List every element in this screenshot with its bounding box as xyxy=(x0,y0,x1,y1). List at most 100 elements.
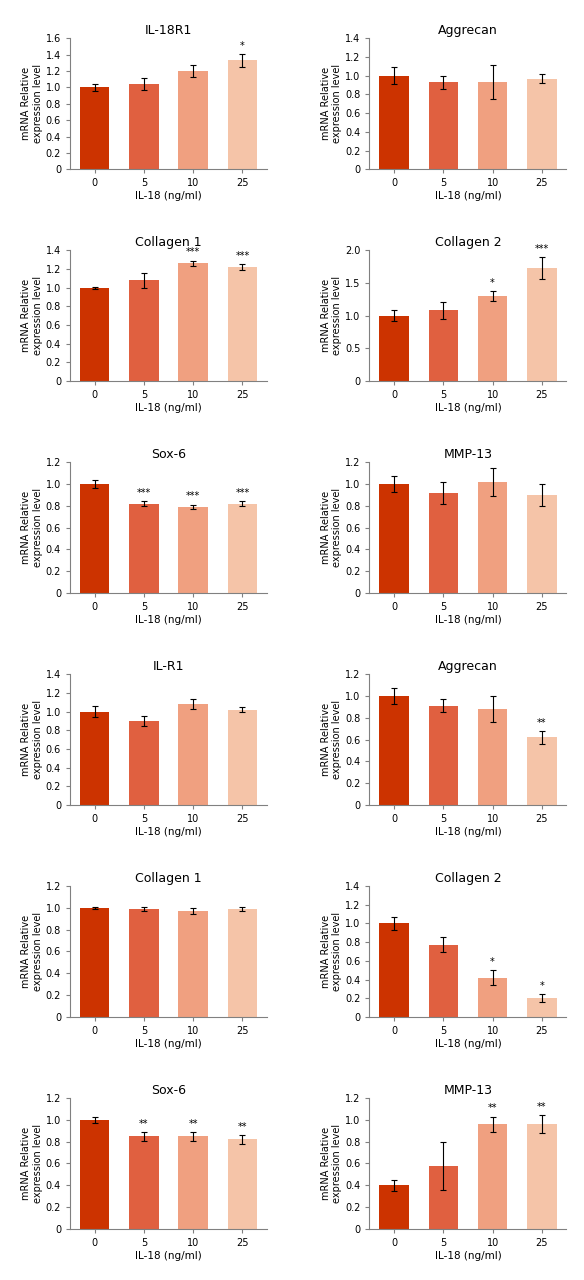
X-axis label: IL-18 (ng/ml): IL-18 (ng/ml) xyxy=(434,827,501,837)
Title: Collagen 2: Collagen 2 xyxy=(434,236,501,250)
Y-axis label: mRNA Relative
expression level: mRNA Relative expression level xyxy=(321,1124,342,1203)
Bar xyxy=(129,84,159,169)
X-axis label: IL-18 (ng/ml): IL-18 (ng/ml) xyxy=(135,191,202,201)
Bar xyxy=(228,268,257,381)
Y-axis label: mRNA Relative
expression level: mRNA Relative expression level xyxy=(321,276,342,356)
Title: IL-18R1: IL-18R1 xyxy=(145,24,192,37)
Bar xyxy=(80,1120,109,1229)
Text: **: ** xyxy=(238,1121,247,1132)
Bar xyxy=(80,87,109,169)
Title: Aggrecan: Aggrecan xyxy=(438,660,498,673)
Y-axis label: mRNA Relative
expression level: mRNA Relative expression level xyxy=(21,276,43,356)
Bar xyxy=(527,268,557,381)
X-axis label: IL-18 (ng/ml): IL-18 (ng/ml) xyxy=(135,614,202,625)
Text: *: * xyxy=(490,278,495,288)
Text: ***: *** xyxy=(186,492,200,502)
Bar xyxy=(429,311,458,381)
Bar xyxy=(429,705,458,805)
Bar xyxy=(129,1137,159,1229)
Title: Collagen 1: Collagen 1 xyxy=(135,236,202,250)
Bar xyxy=(129,503,159,593)
Text: **: ** xyxy=(189,1119,198,1129)
Title: Sox-6: Sox-6 xyxy=(151,1084,186,1097)
Bar xyxy=(129,721,159,805)
Y-axis label: mRNA Relative
expression level: mRNA Relative expression level xyxy=(321,700,342,780)
Bar xyxy=(228,503,257,593)
Y-axis label: mRNA Relative
expression level: mRNA Relative expression level xyxy=(21,488,43,567)
Bar xyxy=(179,1137,208,1229)
Text: *: * xyxy=(240,41,245,51)
Y-axis label: mRNA Relative
expression level: mRNA Relative expression level xyxy=(321,488,342,567)
Title: Collagen 1: Collagen 1 xyxy=(135,872,202,884)
Bar xyxy=(179,704,208,805)
Title: IL-R1: IL-R1 xyxy=(153,660,185,673)
Bar xyxy=(527,998,557,1016)
Bar xyxy=(478,296,507,381)
Y-axis label: mRNA Relative
expression level: mRNA Relative expression level xyxy=(21,911,43,991)
Bar xyxy=(380,316,409,381)
Bar xyxy=(179,72,208,169)
X-axis label: IL-18 (ng/ml): IL-18 (ng/ml) xyxy=(434,614,501,625)
X-axis label: IL-18 (ng/ml): IL-18 (ng/ml) xyxy=(434,191,501,201)
Y-axis label: mRNA Relative
expression level: mRNA Relative expression level xyxy=(21,64,43,143)
Title: MMP-13: MMP-13 xyxy=(443,448,492,461)
Bar xyxy=(380,696,409,805)
Bar xyxy=(478,978,507,1016)
Bar xyxy=(380,1185,409,1229)
Bar xyxy=(380,923,409,1016)
Bar xyxy=(80,908,109,1016)
Title: Aggrecan: Aggrecan xyxy=(438,24,498,37)
Text: *: * xyxy=(540,982,544,991)
Text: **: ** xyxy=(139,1119,149,1129)
Title: Collagen 2: Collagen 2 xyxy=(434,872,501,884)
Bar xyxy=(80,484,109,593)
Bar xyxy=(80,288,109,381)
Bar xyxy=(478,82,507,169)
Bar xyxy=(228,60,257,169)
X-axis label: IL-18 (ng/ml): IL-18 (ng/ml) xyxy=(135,1251,202,1261)
X-axis label: IL-18 (ng/ml): IL-18 (ng/ml) xyxy=(434,1251,501,1261)
Text: **: ** xyxy=(488,1103,498,1114)
Text: **: ** xyxy=(537,718,547,727)
Bar xyxy=(478,1124,507,1229)
Bar xyxy=(129,280,159,381)
Text: **: ** xyxy=(537,1102,547,1112)
Bar xyxy=(478,481,507,593)
Text: ***: *** xyxy=(235,488,249,498)
Text: *: * xyxy=(490,957,495,966)
X-axis label: IL-18 (ng/ml): IL-18 (ng/ml) xyxy=(434,403,501,413)
Bar xyxy=(129,909,159,1016)
Bar xyxy=(429,945,458,1016)
X-axis label: IL-18 (ng/ml): IL-18 (ng/ml) xyxy=(135,403,202,413)
Text: ***: *** xyxy=(186,247,200,257)
Bar xyxy=(380,484,409,593)
Bar xyxy=(228,909,257,1016)
Bar xyxy=(80,712,109,805)
Text: ***: *** xyxy=(137,488,151,498)
Bar xyxy=(429,82,458,169)
Bar xyxy=(179,264,208,381)
Bar xyxy=(228,709,257,805)
X-axis label: IL-18 (ng/ml): IL-18 (ng/ml) xyxy=(135,1038,202,1048)
Bar xyxy=(478,709,507,805)
Bar xyxy=(527,78,557,169)
Y-axis label: mRNA Relative
expression level: mRNA Relative expression level xyxy=(21,1124,43,1203)
Bar xyxy=(429,493,458,593)
Y-axis label: mRNA Relative
expression level: mRNA Relative expression level xyxy=(21,700,43,780)
Y-axis label: mRNA Relative
expression level: mRNA Relative expression level xyxy=(321,911,342,991)
X-axis label: IL-18 (ng/ml): IL-18 (ng/ml) xyxy=(135,827,202,837)
Bar xyxy=(380,76,409,169)
X-axis label: IL-18 (ng/ml): IL-18 (ng/ml) xyxy=(434,1038,501,1048)
Title: MMP-13: MMP-13 xyxy=(443,1084,492,1097)
Bar xyxy=(228,1139,257,1229)
Bar xyxy=(527,495,557,593)
Title: Sox-6: Sox-6 xyxy=(151,448,186,461)
Bar xyxy=(429,1166,458,1229)
Bar xyxy=(179,911,208,1016)
Y-axis label: mRNA Relative
expression level: mRNA Relative expression level xyxy=(321,64,342,143)
Text: ***: *** xyxy=(235,251,249,261)
Bar xyxy=(527,1124,557,1229)
Bar xyxy=(527,737,557,805)
Text: ***: *** xyxy=(535,243,549,253)
Bar xyxy=(179,507,208,593)
